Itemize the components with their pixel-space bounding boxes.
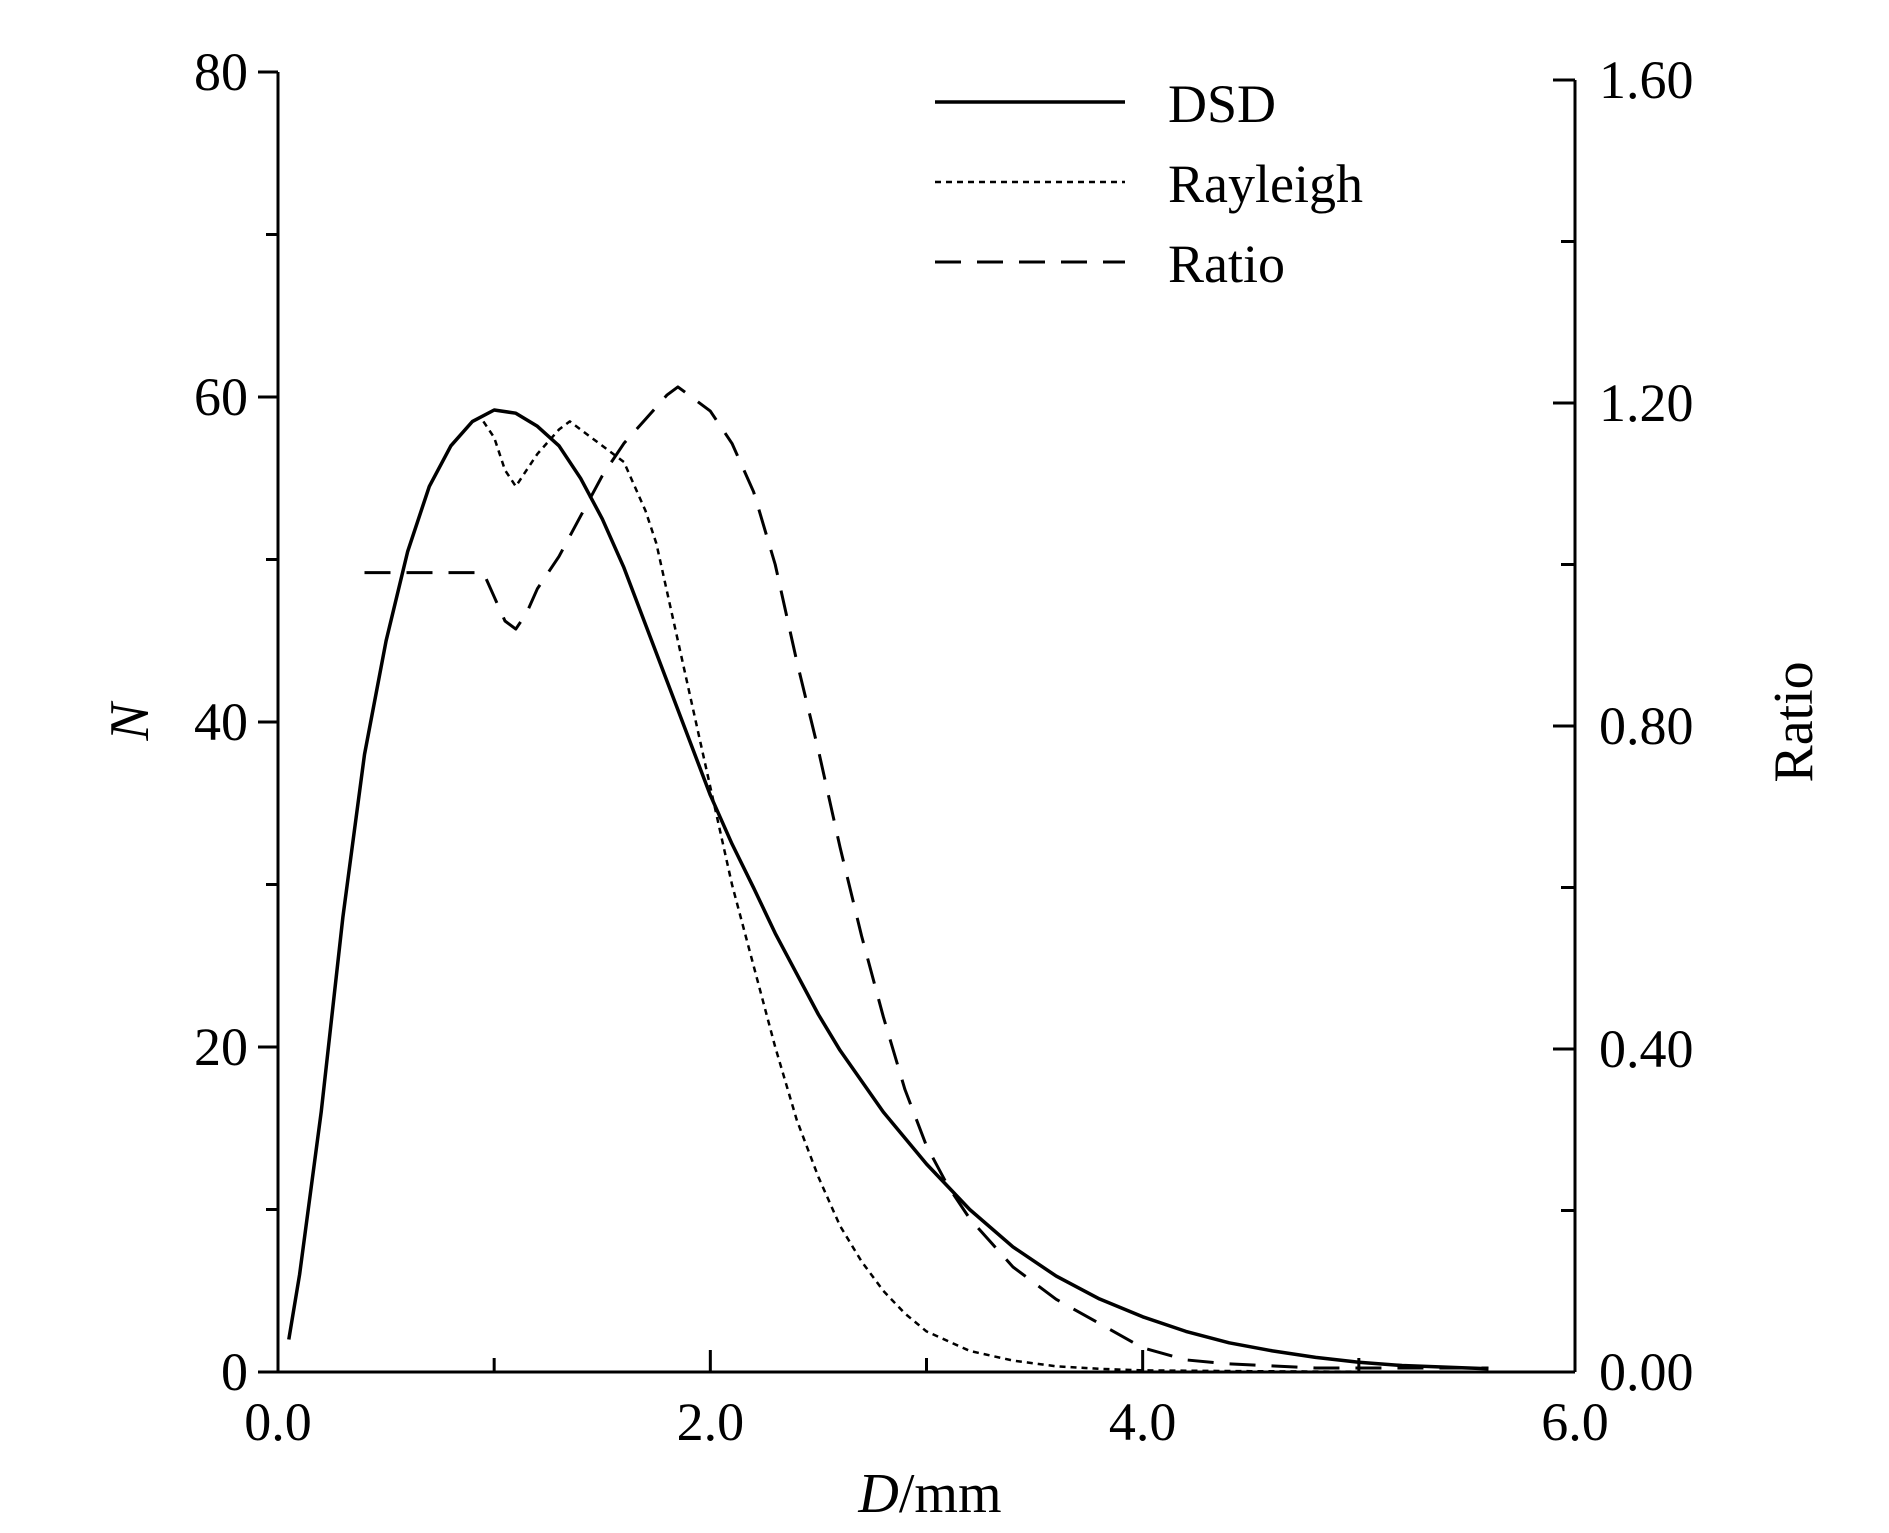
ticks: [258, 70, 1577, 1374]
series-dsd-line: [287, 408, 1489, 1371]
legend: DSD Rayleigh Ratio: [935, 74, 1363, 294]
y2-tick-label: 1.20: [1599, 373, 1694, 433]
x-tick-label: 2.0: [677, 1392, 745, 1452]
y-tick-label: 80: [194, 42, 248, 102]
y-axis-title: N: [99, 701, 161, 742]
y2-tick-label: 1.60: [1599, 50, 1694, 110]
y-tick-label: 20: [194, 1017, 248, 1077]
legend-label-dsd: DSD: [1168, 74, 1276, 134]
x-tick-label: 4.0: [1109, 1392, 1177, 1452]
series-layer: [287, 385, 1489, 1374]
legend-label-ratio: Ratio: [1168, 234, 1285, 294]
tick-labels: 0.0 2.0 4.0 6.0 0 20 40 60 80 0.00 0.40 0.80 1.20 1.6…: [194, 42, 1694, 1452]
legend-label-rayleigh: Rayleigh: [1168, 154, 1363, 214]
y2-axis-title: Ratio: [1763, 661, 1825, 782]
y2-tick-label: 0.00: [1599, 1342, 1694, 1402]
x-tick-label: 6.0: [1541, 1392, 1609, 1452]
series-ratio-line: [364, 385, 1489, 1370]
x-axis-title: D/mm: [857, 1463, 1001, 1525]
x-tick-label: 0.0: [244, 1392, 312, 1452]
y2-tick-label: 0.80: [1599, 696, 1694, 756]
axes: [276, 72, 1577, 1374]
series-rayleigh-line: [482, 420, 1489, 1374]
y-tick-label: 60: [194, 367, 248, 427]
y-tick-label: 40: [194, 692, 248, 752]
y-tick-label: 0: [221, 1342, 248, 1402]
y2-tick-label: 0.40: [1599, 1019, 1694, 1079]
